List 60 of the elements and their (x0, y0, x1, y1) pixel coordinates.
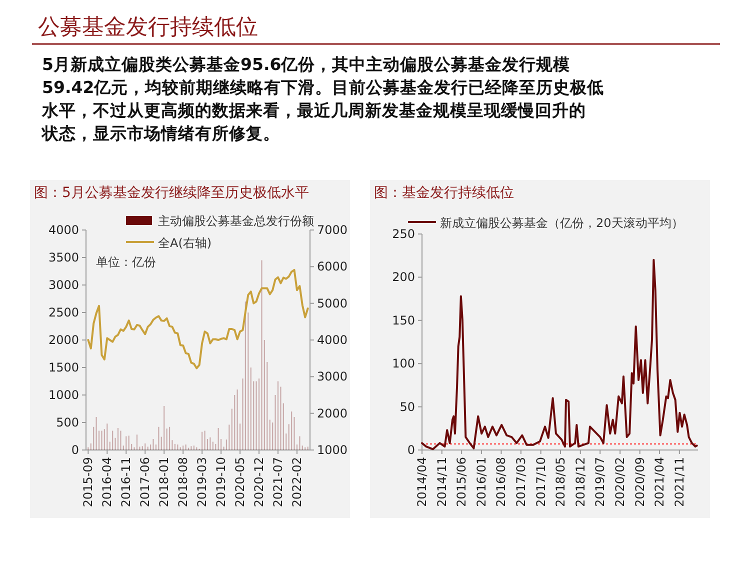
x-tick-label: 2017/03 (514, 457, 528, 507)
y2-tick-label: 2000 (317, 406, 348, 420)
x-tick-label: 2016-11 (119, 457, 134, 508)
y2-tick-label: 7000 (317, 223, 348, 237)
x-tick-label: 2015-09 (81, 457, 96, 508)
y-tick-label: 2500 (48, 306, 79, 320)
x-tick-label: 2017/10 (534, 457, 548, 507)
text: 公募基金发行持续低位 (38, 15, 258, 40)
x-tick-label: 2016/08 (494, 457, 508, 507)
y-tick-label: 250 (392, 227, 415, 241)
chart-title: 图：基金发行持续低位 (374, 185, 514, 201)
legend-label: 新成立偏股公募基金（亿份，20天滚动平均） (440, 216, 684, 230)
x-tick-label: 2016-04 (100, 457, 114, 508)
x-tick-label: 2016/01 (474, 457, 488, 507)
x-tick-label: 2018-08 (176, 457, 190, 508)
x-tick-label: 2019-03 (195, 457, 210, 508)
y-tick-label: 1500 (48, 360, 79, 374)
y-tick-label: 500 (56, 416, 79, 430)
y-tick-label: 3000 (48, 278, 79, 292)
x-tick-label: 2020/02 (613, 457, 628, 507)
text: 59.42亿元，均较前期继续略有下滑。目前公募基金发行已经降至历史极低 (42, 78, 604, 97)
y-tick-label: 0 (71, 443, 79, 457)
y2-tick-label: 6000 (317, 260, 348, 274)
y-tick-label: 4000 (48, 223, 79, 237)
x-tick-label: 2018-01 (157, 457, 172, 508)
y2-tick-label: 4000 (317, 333, 348, 347)
x-tick-label: 2020/09 (632, 457, 647, 507)
line-series (87, 268, 309, 370)
x-tick-label: 2015/06 (454, 457, 469, 507)
x-tick-label: 2021/04 (652, 457, 667, 507)
legend-label: 主动偏股公募基金总发行份额 (158, 214, 314, 228)
x-tick-label: 2022-02 (290, 457, 304, 508)
x-tick-label: 2019-10 (214, 457, 228, 508)
y2-tick-label: 3000 (317, 370, 348, 384)
y-tick-label: 0 (407, 443, 415, 457)
y-tick-label: 100 (392, 356, 415, 371)
x-tick-label: 2021-07 (271, 457, 285, 508)
text: 水平，不过从更高频的数据来看，最近几周新发基金规模呈现缓慢回升的 (41, 101, 586, 120)
x-tick-label: 2020-12 (252, 457, 266, 508)
y-tick-label: 150 (392, 313, 415, 328)
annotation: 单位：亿份 (96, 255, 156, 269)
y2-tick-label: 1000 (317, 443, 348, 457)
x-tick-label: 2017-06 (138, 457, 152, 508)
text: 状态，显示市场情绪有所修复。 (41, 124, 280, 143)
text: 5月新成立偏股类公募基金95.6亿份，其中主动偏股公募基金发行规模 (42, 55, 570, 74)
x-tick-label: 2014/11 (434, 457, 449, 507)
chart-title: 图：5月公募基金发行继续降至历史极低水平 (34, 185, 309, 201)
x-tick-label: 2019/07 (593, 457, 608, 507)
x-tick-label: 2018/05 (554, 457, 568, 507)
y-tick-label: 200 (392, 270, 415, 284)
x-tick-label: 2018/12 (573, 457, 588, 507)
x-tick-label: 2014/04 (415, 457, 429, 507)
y2-tick-label: 5000 (317, 296, 348, 310)
x-tick-label: 2021/11 (672, 457, 686, 507)
x-tick-label: 2020-05 (233, 457, 248, 508)
y-tick-label: 3500 (48, 250, 79, 264)
y-tick-label: 50 (400, 400, 415, 414)
y-tick-label: 2000 (48, 333, 79, 347)
legend-label: 全A(右轴) (158, 236, 212, 250)
y-tick-label: 1000 (48, 388, 79, 402)
